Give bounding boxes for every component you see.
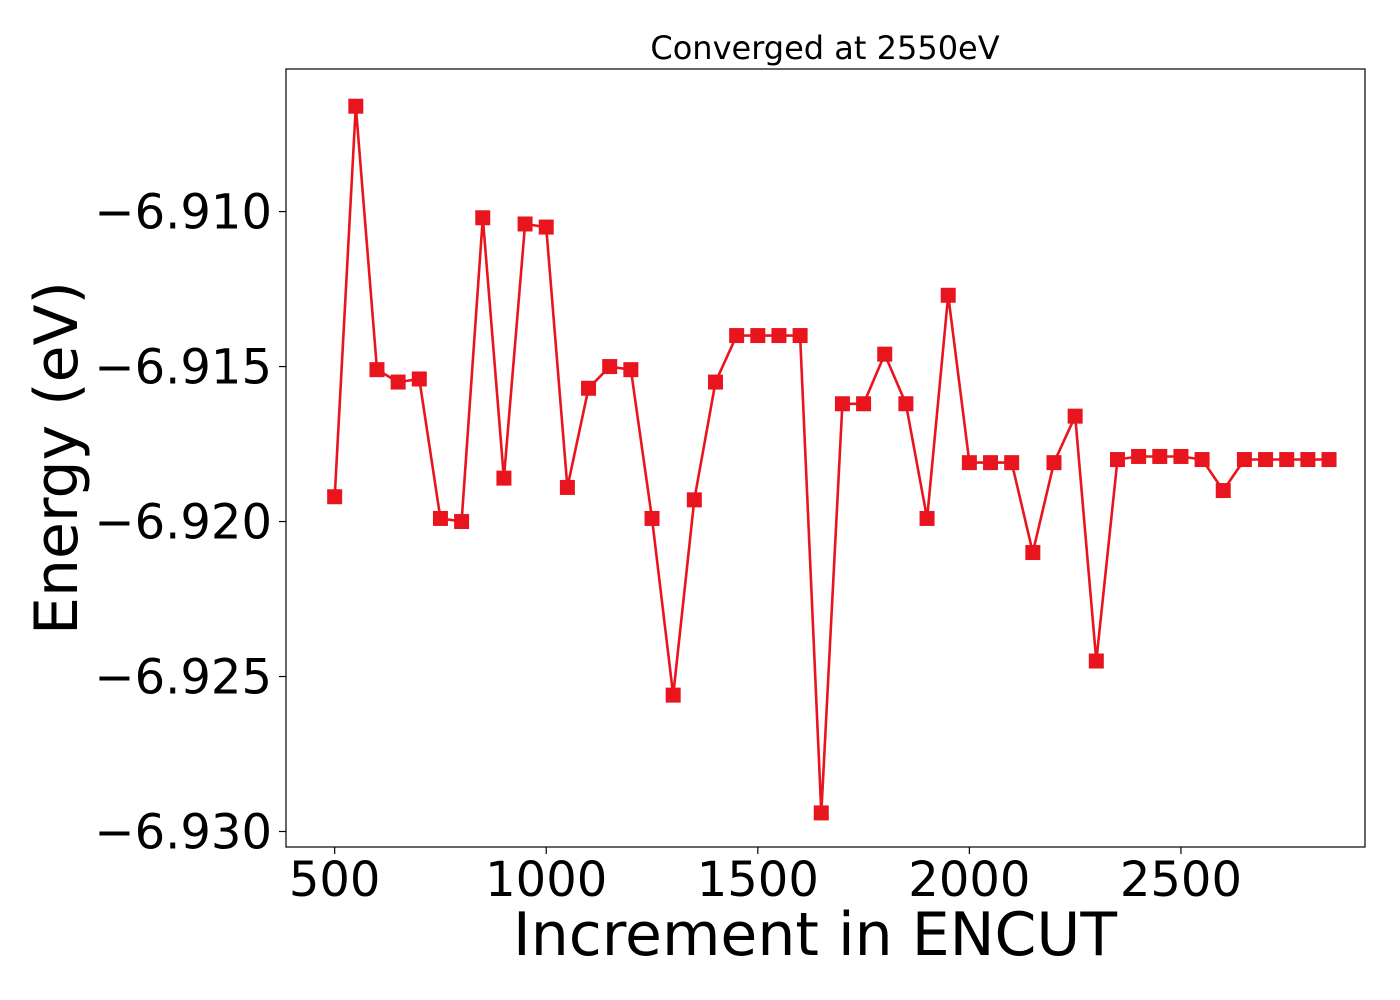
data-point-marker bbox=[665, 687, 681, 703]
x-tick-label: 1000 bbox=[485, 852, 607, 908]
data-point-marker bbox=[771, 328, 787, 344]
data-point-marker bbox=[856, 396, 872, 412]
data-point-marker bbox=[559, 479, 575, 495]
data-point-marker bbox=[348, 98, 364, 114]
data-point-marker bbox=[707, 374, 723, 390]
data-point-marker bbox=[644, 510, 660, 526]
data-point-marker bbox=[1109, 452, 1125, 468]
plot-area-frame bbox=[285, 68, 1366, 848]
data-point-marker bbox=[1004, 455, 1020, 471]
y-axis-label: Energy (eV) bbox=[22, 281, 92, 635]
data-point-marker bbox=[919, 510, 935, 526]
data-point-marker bbox=[1300, 452, 1316, 468]
data-point-marker bbox=[1173, 448, 1189, 464]
x-tick-label: 2500 bbox=[1120, 852, 1242, 908]
data-point-marker bbox=[686, 492, 702, 508]
data-point-marker bbox=[538, 219, 554, 235]
data-point-marker bbox=[750, 328, 766, 344]
x-tick-label: 1500 bbox=[697, 852, 819, 908]
data-point-marker bbox=[475, 210, 491, 226]
x-tick-label: 2000 bbox=[908, 852, 1030, 908]
data-point-marker bbox=[327, 489, 343, 505]
energy-series bbox=[327, 98, 1337, 821]
data-point-marker bbox=[1088, 653, 1104, 669]
data-point-marker bbox=[1067, 408, 1083, 424]
x-axis-label: Increment in ENCUT bbox=[513, 900, 1117, 970]
y-tick-label: −6.915 bbox=[94, 340, 272, 396]
y-tick-label: −6.925 bbox=[94, 650, 272, 706]
data-point-marker bbox=[1131, 448, 1147, 464]
data-point-marker bbox=[729, 328, 745, 344]
data-point-marker bbox=[1215, 483, 1231, 499]
data-point-marker bbox=[940, 287, 956, 303]
data-point-marker bbox=[813, 805, 829, 821]
data-point-marker bbox=[411, 371, 427, 387]
data-point-marker bbox=[792, 328, 808, 344]
chart-title: Converged at 2550eV bbox=[650, 29, 999, 67]
data-point-marker bbox=[898, 396, 914, 412]
data-point-marker bbox=[1236, 452, 1252, 468]
x-axis-ticks: 500 1000 1500 2000 2500 bbox=[289, 847, 1242, 908]
data-point-marker bbox=[1025, 545, 1041, 561]
data-point-marker bbox=[877, 346, 893, 362]
data-point-marker bbox=[602, 359, 618, 375]
data-point-marker bbox=[390, 374, 406, 390]
data-point-marker bbox=[1194, 452, 1210, 468]
data-point-marker bbox=[1321, 452, 1337, 468]
y-axis-ticks: −6.910 −6.915 −6.920 −6.925 −6.930 bbox=[94, 185, 286, 861]
data-point-marker bbox=[1046, 455, 1062, 471]
data-point-marker bbox=[1279, 452, 1295, 468]
data-point-marker bbox=[1152, 448, 1168, 464]
y-tick-label: −6.930 bbox=[94, 805, 272, 861]
y-tick-label: −6.910 bbox=[94, 185, 272, 241]
data-point-marker bbox=[517, 216, 533, 232]
data-point-marker bbox=[834, 396, 850, 412]
data-point-marker bbox=[369, 362, 385, 378]
data-point-marker bbox=[581, 380, 597, 396]
data-point-marker bbox=[496, 470, 512, 486]
y-tick-label: −6.920 bbox=[94, 495, 272, 551]
data-point-marker bbox=[623, 362, 639, 378]
data-point-marker bbox=[454, 514, 470, 530]
data-point-marker bbox=[432, 510, 448, 526]
data-point-marker bbox=[1258, 452, 1274, 468]
data-point-marker bbox=[983, 455, 999, 471]
data-point-marker bbox=[961, 455, 977, 471]
x-tick-label: 500 bbox=[289, 852, 381, 908]
